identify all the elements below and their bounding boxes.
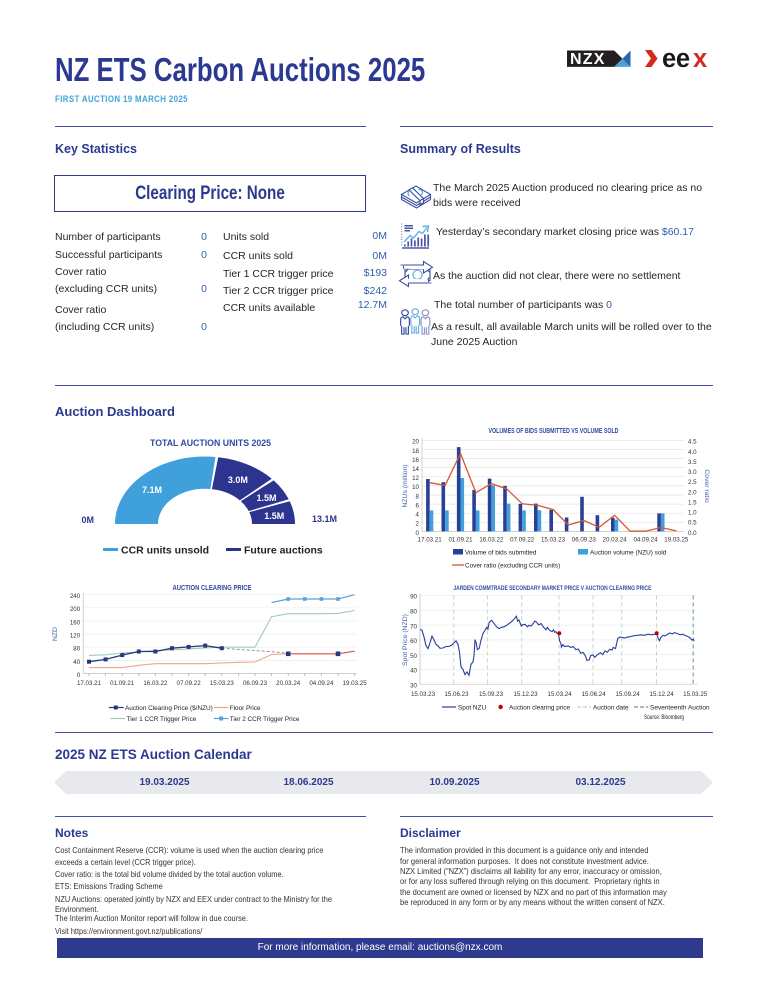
svg-text:16.03.22: 16.03.22 [143,680,168,687]
svg-text:200: 200 [70,606,81,613]
svg-text:16: 16 [412,457,419,464]
svg-text:17.03.21: 17.03.21 [418,536,443,543]
svg-text:60: 60 [410,638,417,645]
svg-text:01.09.21: 01.09.21 [110,680,135,687]
svg-text:20: 20 [412,439,419,446]
svg-text:2: 2 [416,521,420,528]
svg-text:Cover ratio (excluding CCR uni: Cover ratio (excluding CCR units) [465,563,560,570]
svg-text:6: 6 [416,503,420,510]
svg-text:1.5M: 1.5M [256,493,276,503]
svg-text:0M: 0M [81,515,94,525]
svg-text:15.03.24: 15.03.24 [548,691,573,698]
svg-text:06.09.23: 06.09.23 [572,536,597,543]
svg-text:15.09.23: 15.09.23 [479,691,504,698]
svg-text:14: 14 [412,466,419,473]
svg-text:15.09.24: 15.09.24 [616,691,641,698]
svg-text:1.5M: 1.5M [264,511,284,521]
svg-text:AUCTION CLEARING PRICE: AUCTION CLEARING PRICE [173,585,252,592]
svg-text:4: 4 [416,512,420,519]
svg-text:12: 12 [412,475,419,482]
svg-text:Auction clearing price: Auction clearing price [509,705,571,712]
svg-text:Floor Price: Floor Price [230,705,261,712]
svg-text:x: x [693,48,707,70]
svg-text:160: 160 [70,619,81,626]
svg-text:4.5: 4.5 [688,439,697,446]
svg-text:0: 0 [77,672,81,679]
svg-text:80: 80 [73,646,80,653]
svg-text:15.12.24: 15.12.24 [650,691,675,698]
svg-text:18: 18 [412,448,419,455]
svg-text:240: 240 [70,593,81,600]
svg-text:07.09.22: 07.09.22 [510,536,535,543]
svg-text:CCR units unsold: CCR units unsold [121,545,209,557]
svg-text:13.1M: 13.1M [312,514,337,524]
svg-text:0.5: 0.5 [688,520,697,527]
svg-text:40: 40 [410,668,417,675]
svg-text:15.06.24: 15.06.24 [582,691,607,698]
svg-text:3.5: 3.5 [688,459,697,466]
svg-text:19.03.25: 19.03.25 [343,680,368,687]
svg-text:VOLUMES OF BIDS SUBMITTED VS V: VOLUMES OF BIDS SUBMITTED VS VOLUME SOLD [489,428,619,435]
svg-text:20.03.24: 20.03.24 [603,536,628,543]
svg-text:7.1M: 7.1M [142,485,162,495]
svg-text:Source: Bloomberg: Source: Bloomberg [644,714,684,721]
svg-text:1.5: 1.5 [688,499,697,506]
svg-text:1.0: 1.0 [688,510,697,517]
svg-text:Auction Clearing Price ($/NZU): Auction Clearing Price ($/NZU) [125,705,213,712]
svg-text:Cover ratio: Cover ratio [703,469,710,502]
svg-text:80: 80 [410,609,417,616]
svg-text:Spot NZU: Spot NZU [458,705,486,712]
svg-text:15.03.25: 15.03.25 [683,691,708,698]
svg-text:15.06.23: 15.06.23 [444,691,469,698]
svg-text:15.03.23: 15.03.23 [411,691,436,698]
svg-text:Tier 2 CCR Trigger Price: Tier 2 CCR Trigger Price [230,716,300,723]
svg-text:ee: ee [662,48,690,70]
svg-text:0.0: 0.0 [688,530,697,537]
svg-text:Auction volume (NZU) sold: Auction volume (NZU) sold [590,550,667,557]
svg-text:10: 10 [412,484,419,491]
svg-text:4.0: 4.0 [688,449,697,456]
svg-text:2.5: 2.5 [688,479,697,486]
svg-text:Auction date: Auction date [593,705,629,712]
svg-text:70: 70 [410,623,417,630]
svg-text:04.09.24: 04.09.24 [309,680,334,687]
svg-text:3.0M: 3.0M [228,475,248,485]
svg-text:JARDEN COMMTRADE SECONDARY MAR: JARDEN COMMTRADE SECONDARY MARKET PRICE … [453,585,651,592]
svg-text:90: 90 [410,594,417,601]
svg-text:30: 30 [410,682,417,689]
svg-text:Tier 1 CCR Trigger Price: Tier 1 CCR Trigger Price [127,716,197,723]
svg-text:Spot Price (NZD): Spot Price (NZD) [402,614,409,666]
svg-text:NZD: NZD [52,627,59,641]
svg-text:16.03.22: 16.03.22 [479,536,504,543]
svg-text:17.03.21: 17.03.21 [77,680,102,687]
svg-text:3.0: 3.0 [688,469,697,476]
svg-text:Future auctions: Future auctions [244,545,323,557]
svg-text:15.03.23: 15.03.23 [541,536,566,543]
svg-text:2.0: 2.0 [688,489,697,496]
svg-text:20.03.24: 20.03.24 [276,680,301,687]
svg-text:50: 50 [410,653,417,660]
svg-text:TOTAL AUCTION UNITS 2025: TOTAL AUCTION UNITS 2025 [150,438,271,448]
svg-text:NZX: NZX [570,51,606,68]
svg-text:NZUs (million): NZUs (million) [402,464,409,507]
svg-text:01.09.21: 01.09.21 [448,536,473,543]
svg-text:19.03.25: 19.03.25 [664,536,689,543]
svg-text:15.12.23: 15.12.23 [513,691,538,698]
svg-text:Seventeenth Auction: Seventeenth Auction [650,705,710,712]
svg-text:15.03.23: 15.03.23 [210,680,235,687]
svg-text:8: 8 [416,493,420,500]
svg-text:Volume of bids submitted: Volume of bids submitted [465,550,537,557]
svg-text:40: 40 [73,659,80,666]
svg-text:04.09.24: 04.09.24 [633,536,658,543]
svg-text:120: 120 [70,633,81,640]
svg-text:07.09.22: 07.09.22 [177,680,202,687]
svg-text:06.09.23: 06.09.23 [243,680,268,687]
svg-text:0: 0 [416,530,420,537]
